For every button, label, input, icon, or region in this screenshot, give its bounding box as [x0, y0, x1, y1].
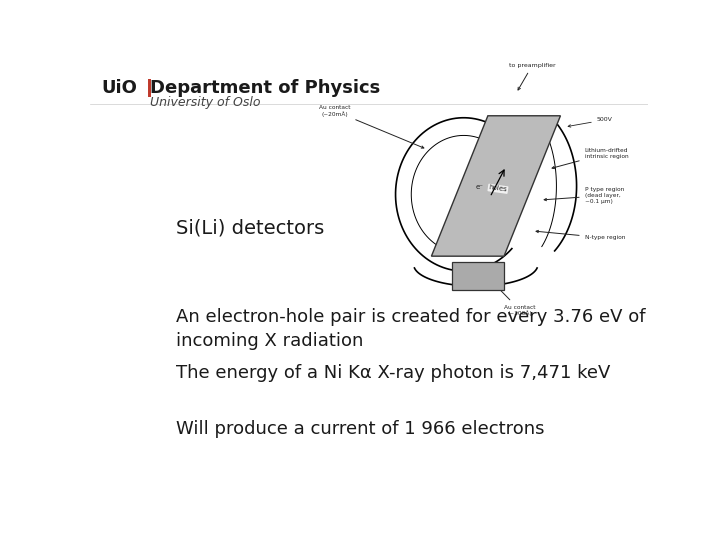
Text: University of Oslo: University of Oslo [150, 96, 261, 109]
Text: Au contact
(~300Å): Au contact (~300Å) [495, 284, 536, 316]
Text: Department of Physics: Department of Physics [150, 79, 380, 97]
Text: Lithium-drifted
intrinsic region: Lithium-drifted intrinsic region [552, 148, 629, 168]
Text: Au contact
(~20mÅ): Au contact (~20mÅ) [319, 105, 424, 148]
Text: ❙: ❙ [142, 79, 157, 97]
Polygon shape [451, 262, 504, 290]
Text: Will produce a current of 1 966 electrons: Will produce a current of 1 966 electron… [176, 420, 545, 438]
Text: The energy of a Ni Kα X-ray photon is 7,471 keV: The energy of a Ni Kα X-ray photon is 7,… [176, 364, 611, 382]
Text: holes: holes [488, 185, 508, 193]
Text: N-type region: N-type region [536, 231, 625, 240]
Text: e⁻: e⁻ [476, 184, 484, 191]
Text: to preamplifier: to preamplifier [509, 63, 556, 90]
Text: UiO: UiO [101, 79, 137, 97]
Text: Si(Li) detectors: Si(Li) detectors [176, 219, 325, 238]
Text: An electron-hole pair is created for every 3.76 eV of
incoming X radiation: An electron-hole pair is created for eve… [176, 308, 646, 349]
Polygon shape [431, 116, 560, 256]
Text: 500V: 500V [568, 117, 613, 127]
Text: P type region
(dead layer,
~0.1 μm): P type region (dead layer, ~0.1 μm) [544, 187, 624, 204]
